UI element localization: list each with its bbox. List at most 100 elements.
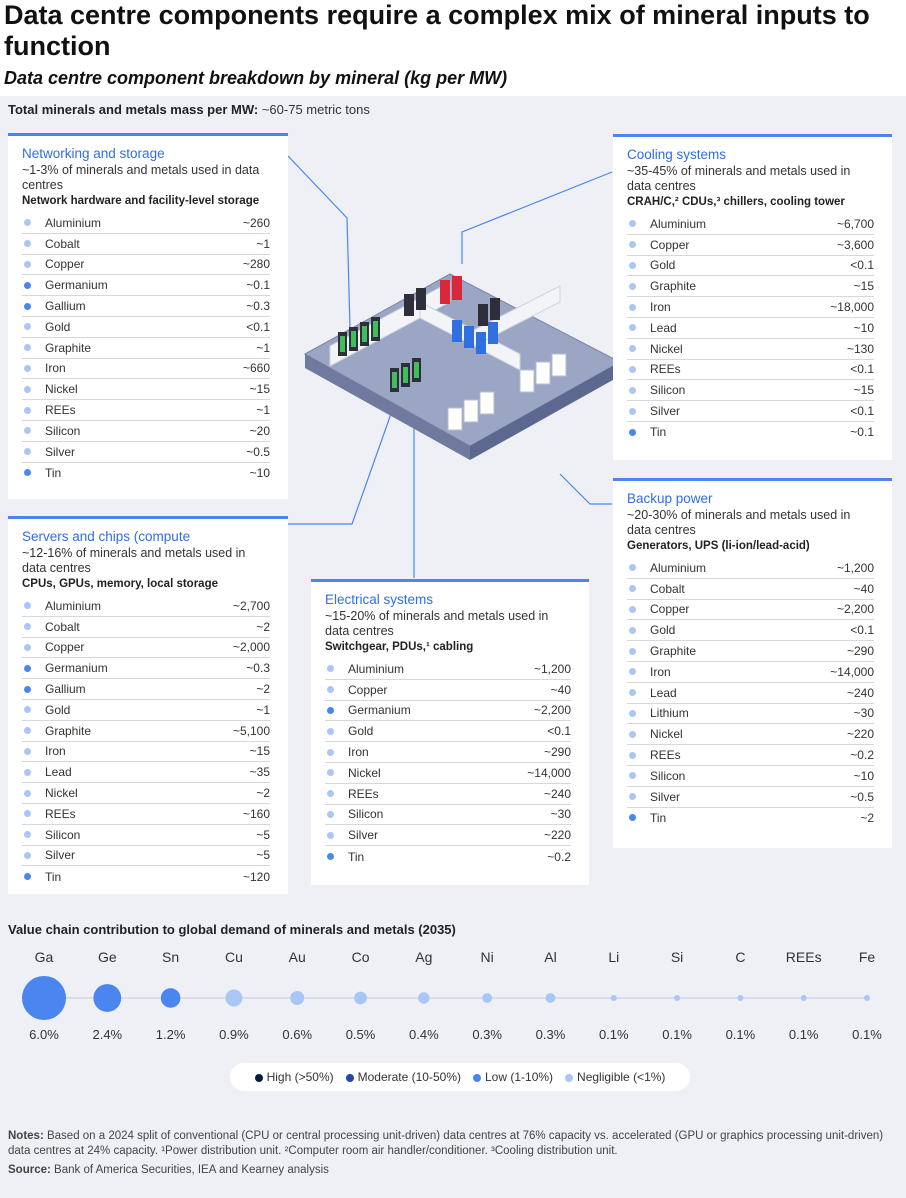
mineral-value: ~0.5	[246, 444, 270, 459]
value-label: 6.0%	[29, 1027, 59, 1042]
mineral-row: Lead ~35	[22, 762, 270, 784]
mineral-row: REEs ~1	[22, 400, 270, 421]
bubble-rees	[800, 995, 807, 1001]
mineral-row: Tin ~10	[22, 463, 270, 484]
connector-backup	[559, 473, 612, 505]
mineral-value: ~2,700	[232, 598, 270, 613]
mineral-value: ~10	[249, 465, 270, 480]
demand-level-dot-icon	[629, 261, 636, 269]
mineral-value: ~6,700	[836, 216, 874, 231]
demand-level-dot-icon	[629, 303, 636, 311]
mineral-row: Silver ~5	[22, 846, 270, 867]
demand-level-dot-icon	[24, 685, 31, 693]
mineral-name: Nickel	[45, 382, 78, 397]
mineral-value: ~220	[846, 727, 874, 742]
servers-title: Servers and chips (compute	[22, 529, 191, 544]
floor-side	[470, 362, 620, 460]
mineral-value: ~120	[242, 869, 270, 884]
mineral-value: ~0.3	[246, 661, 270, 676]
mineral-row: Graphite ~5,100	[22, 721, 270, 742]
category-label: Fe	[859, 949, 876, 965]
demand-level-dot-icon	[327, 727, 334, 735]
demand-level-dot-icon	[24, 851, 31, 859]
demand-level-dot-icon	[24, 240, 31, 248]
demand-level-dot-icon	[327, 665, 334, 673]
mineral-row: Silver ~0.5	[627, 787, 874, 808]
mineral-value: ~3,600	[836, 237, 874, 252]
source-label: Source:	[8, 1164, 51, 1176]
bubble-ge	[93, 984, 122, 1012]
mineral-value: ~2	[256, 619, 270, 634]
mineral-name: Silver	[45, 444, 76, 459]
mineral-row: Iron ~15	[22, 742, 270, 763]
mineral-value: ~30	[550, 807, 571, 822]
demand-level-dot-icon	[629, 345, 636, 353]
demand-level-dot-icon	[24, 747, 31, 755]
mineral-name: Copper	[45, 640, 85, 655]
backup-title: Backup power	[627, 491, 713, 506]
data-centre-illustration	[286, 155, 622, 578]
mineral-name: Copper	[45, 257, 85, 272]
mineral-name: Lithium	[650, 706, 689, 721]
mineral-value: ~2	[860, 810, 874, 825]
bubble-li	[610, 995, 617, 1001]
value-label: 0.5%	[346, 1027, 376, 1042]
mineral-row: Cobalt ~2	[22, 617, 270, 638]
mineral-name: Silver	[45, 848, 76, 863]
demand-level-dot-icon	[24, 323, 31, 331]
mineral-name: Nickel	[650, 727, 683, 742]
value-label: 2.4%	[92, 1027, 122, 1042]
electrical-title: Electrical systems	[325, 592, 434, 607]
mineral-value: ~18,000	[830, 300, 874, 315]
mineral-name: Iron	[650, 664, 671, 679]
demand-level-dot-icon	[24, 602, 31, 610]
demand-level-dot-icon	[24, 831, 31, 839]
bubble-ni	[482, 993, 493, 1003]
mineral-value: ~2,200	[533, 703, 571, 718]
mineral-value: ~1,200	[836, 560, 874, 575]
backup-generators-white	[447, 353, 567, 431]
demand-level-dot-icon	[629, 709, 636, 717]
mineral-name: REEs	[650, 362, 681, 377]
demand-level-dot-icon	[24, 406, 31, 414]
demand-level-dot-icon	[24, 768, 31, 776]
bubble-chart-title: Value chain contribution to global deman…	[8, 922, 456, 937]
backup-power-box: Backup power ~20-30% of minerals and met…	[613, 478, 892, 848]
mineral-row: Gold <0.1	[627, 256, 874, 277]
demand-level-dot-icon	[629, 814, 636, 822]
category-label: Si	[671, 949, 683, 965]
mineral-value: <0.1	[850, 258, 874, 273]
mineral-name: Graphite	[45, 723, 92, 738]
mineral-name: Tin	[650, 425, 667, 440]
mineral-row: Tin ~0.2	[325, 846, 571, 867]
mineral-row: Copper ~2,000	[22, 638, 270, 659]
mineral-name: Nickel	[650, 341, 683, 356]
mineral-row: Germanium ~2,200	[325, 701, 571, 722]
mineral-value: ~1	[256, 702, 270, 717]
mineral-value: ~0.5	[850, 789, 874, 804]
mineral-name: Lead	[650, 320, 677, 335]
mineral-name: Copper	[650, 602, 690, 617]
demand-level-dot-icon	[629, 220, 636, 228]
bubble-ga	[22, 976, 66, 1020]
value-label: 0.4%	[409, 1027, 439, 1042]
backup-mineral-list: Aluminium ~1,200 Cobalt ~40 Copper ~2,200 Gold…	[627, 558, 874, 828]
legend-dot-icon	[345, 1073, 354, 1082]
mineral-value: ~260	[242, 215, 270, 230]
demand-level-dot-icon	[629, 793, 636, 801]
demand-level-dot-icon	[629, 365, 636, 373]
mineral-value: ~0.1	[246, 278, 270, 293]
mineral-row: Copper ~40	[325, 680, 571, 701]
mineral-name: Gold	[45, 702, 71, 717]
bubble-cu	[225, 989, 243, 1007]
demand-level-dot-icon	[327, 706, 334, 714]
category-label: Li	[608, 949, 619, 965]
mineral-name: Iron	[45, 361, 66, 376]
mineral-name: Germanium	[45, 661, 108, 676]
mineral-name: Graphite	[650, 279, 697, 294]
legend-item-moderate: Moderate (10-50%)	[345, 1070, 461, 1084]
demand-level-dot-icon	[24, 623, 31, 631]
mineral-name: Copper	[650, 237, 690, 252]
mineral-name: REEs	[348, 786, 379, 801]
value-label: 0.9%	[219, 1027, 249, 1042]
